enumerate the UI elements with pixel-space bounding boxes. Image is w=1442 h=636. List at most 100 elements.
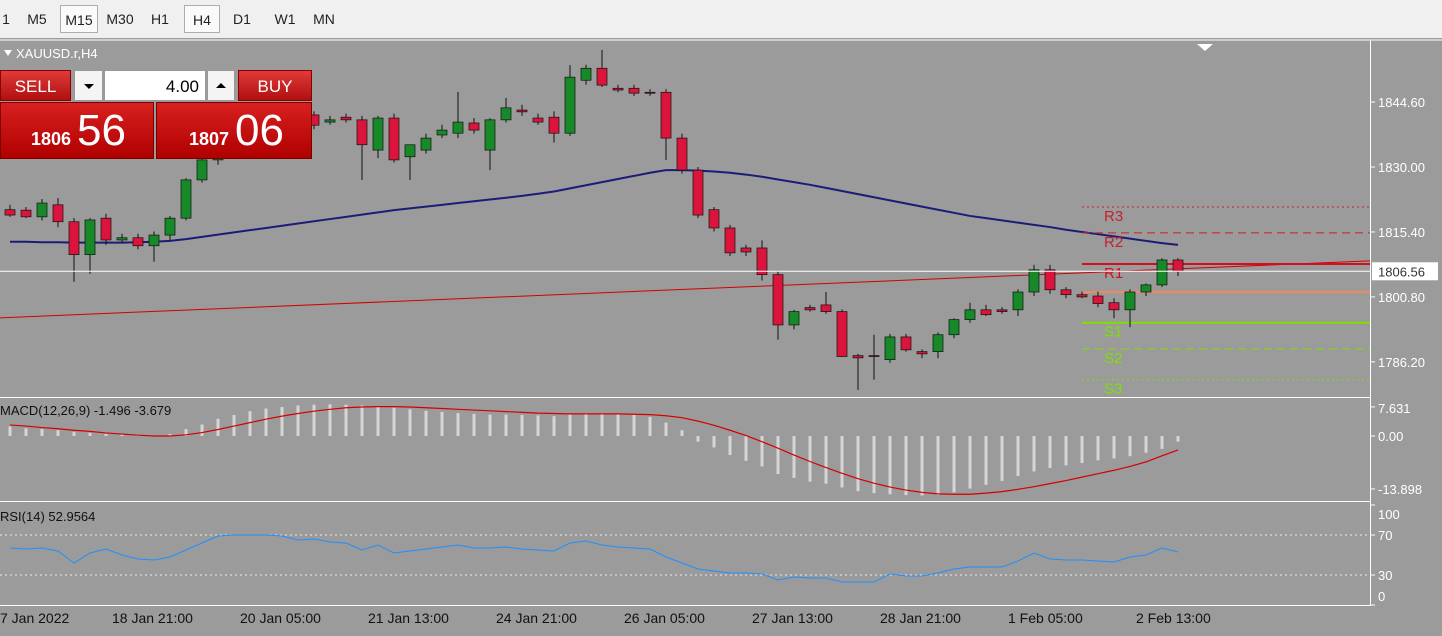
x-tick-label: 20 Jan 05:00 [240, 610, 321, 626]
candle-body [804, 307, 816, 311]
macd-bar [1144, 435, 1148, 453]
candle-body [1156, 259, 1168, 286]
x-tick-label: 18 Jan 21:00 [112, 610, 193, 626]
timeframe-button[interactable]: 1 [2, 11, 10, 27]
buy-button[interactable]: BUY [238, 70, 312, 101]
candle-body [516, 109, 528, 113]
candle-body [1092, 295, 1104, 304]
macd-bar [440, 411, 444, 436]
macd-bar [680, 430, 684, 436]
candle-body [548, 116, 560, 134]
x-tick-label: 27 Jan 13:00 [752, 610, 833, 626]
macd-bar [200, 424, 204, 436]
candle-body [132, 237, 144, 247]
lot-input[interactable]: 4.00 [104, 70, 206, 101]
candle-body [164, 217, 176, 236]
macd-bar [248, 411, 252, 436]
buy-price[interactable]: 1807 06 [156, 102, 312, 159]
candle-body [68, 221, 80, 255]
macd-bar [888, 435, 892, 495]
price-pips: 06 [235, 106, 284, 155]
indicator-title: XAUUSD.r,H4 [16, 46, 98, 61]
current-price-box [1372, 262, 1438, 281]
candle-body [340, 116, 352, 121]
timeframe-button[interactable]: M15 [60, 5, 98, 33]
sell-button[interactable]: SELL [0, 70, 71, 101]
pivot-label: R3 [1104, 208, 1123, 225]
macd-bar [184, 429, 188, 436]
candle-body [628, 87, 640, 94]
candle-body [484, 119, 496, 151]
x-tick-label: 1 Feb 05:00 [1008, 610, 1083, 626]
y-tick-label: 0.00 [1378, 429, 1403, 444]
timeframe-button[interactable]: H4 [184, 5, 220, 33]
timeframe-button[interactable]: M5 [27, 11, 47, 27]
candle-body [964, 309, 976, 320]
candle-body [740, 247, 752, 253]
candle-body [196, 159, 208, 181]
macd-bar [1016, 435, 1020, 476]
timeframe-button[interactable]: MN [313, 11, 335, 27]
macd-bar [8, 426, 12, 436]
macd-bar [904, 435, 908, 496]
one-click-trading-panel: SELL 4.00 BUY 1806 56 1807 06 [0, 70, 312, 160]
timeframe-button[interactable]: H1 [151, 11, 169, 27]
candle-body [1124, 291, 1136, 311]
lot-decrease[interactable] [74, 70, 103, 101]
timeframe-button[interactable]: M30 [106, 11, 134, 27]
candle-body [996, 309, 1008, 312]
x-tick-label: 21 Jan 13:00 [368, 610, 449, 626]
macd-bar [56, 430, 60, 436]
rsi-line [9, 534, 1179, 583]
candle-body [1172, 259, 1184, 272]
candle-body [468, 122, 480, 131]
timeframe-button[interactable]: W1 [274, 11, 296, 27]
candle-body [116, 237, 128, 241]
candle-body [4, 209, 16, 216]
macd-bar [1032, 435, 1036, 472]
lot-increase[interactable] [207, 70, 235, 101]
candle-body [836, 311, 848, 357]
macd-bar [1064, 435, 1068, 466]
candle-body [708, 209, 720, 229]
candle-body [756, 247, 768, 276]
macd-bar [24, 428, 28, 436]
timeframe-toolbar: 1 M5 M15 M30 H1 H4 D1 W1 MN [0, 0, 1442, 39]
macd-bar [760, 435, 764, 467]
macd-bar [424, 410, 428, 436]
candle-body [884, 336, 896, 360]
macd-bar [1048, 435, 1052, 468]
timeframe-button[interactable]: D1 [233, 11, 251, 27]
candle-body [772, 274, 784, 326]
candle-body [100, 217, 112, 241]
macd-bar [552, 416, 556, 436]
macd-bar [1080, 435, 1084, 464]
macd-bar [536, 415, 540, 436]
signal-line [9, 406, 1179, 495]
macd-bar [488, 414, 492, 436]
candle-body [868, 355, 880, 357]
candle-body [676, 137, 688, 171]
current-price-label: 1806.56 [1378, 264, 1425, 279]
macd-bar [312, 404, 316, 436]
macd-bar [968, 435, 972, 489]
shift-marker [1197, 44, 1213, 51]
candle-body [532, 117, 544, 123]
y-tick-label: 1830.00 [1378, 160, 1425, 175]
x-tick-label: 26 Jan 05:00 [624, 610, 705, 626]
macd-bar [472, 413, 476, 436]
candle-body [148, 234, 160, 247]
arrow-icon [84, 84, 94, 89]
candle-body [644, 91, 656, 94]
macd-bar [648, 416, 652, 436]
sell-price[interactable]: 1806 56 [0, 102, 154, 159]
macd-bar [1096, 435, 1100, 461]
price-prefix: 1807 [189, 129, 230, 149]
macd-bar [664, 422, 668, 436]
candle-body [20, 209, 32, 218]
candle-body [1076, 294, 1088, 298]
y-tick-label: 0 [1378, 589, 1385, 604]
macd-bar [408, 409, 412, 436]
macd-bar [584, 413, 588, 436]
